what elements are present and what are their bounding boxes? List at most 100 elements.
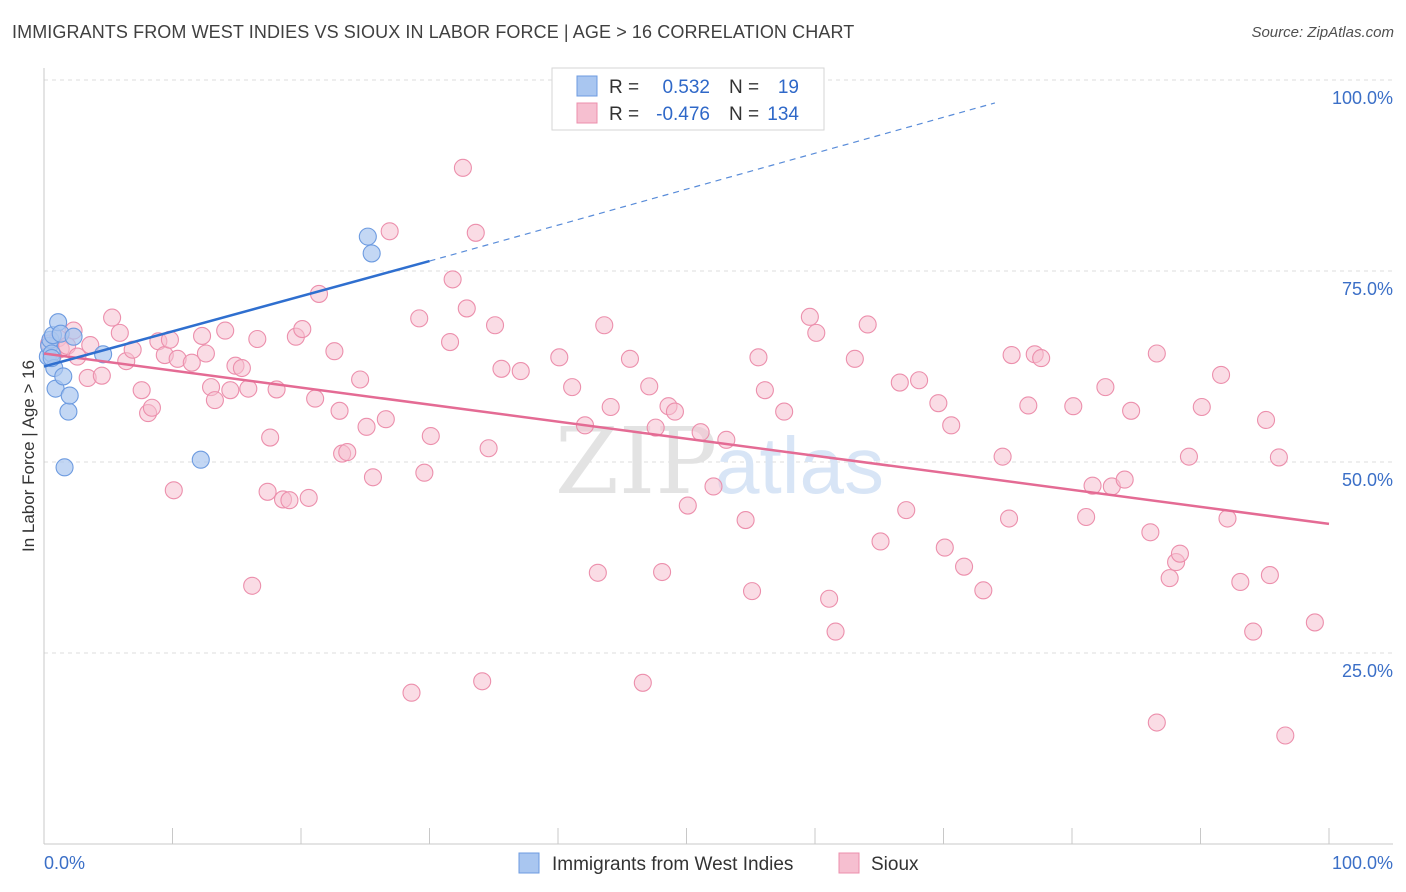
sioux-point xyxy=(653,562,672,582)
west-indies-point xyxy=(358,227,377,246)
sioux-point xyxy=(640,377,659,396)
legend-swatch-pink xyxy=(576,102,598,124)
west-indies-point xyxy=(64,327,83,346)
west-indies-point xyxy=(55,458,74,477)
sioux-point xyxy=(1170,544,1189,563)
sioux-point xyxy=(1122,401,1141,420)
sioux-point xyxy=(261,428,280,447)
sioux-point xyxy=(736,511,755,530)
sioux-point xyxy=(103,308,122,327)
west-indies-trend-line xyxy=(43,259,430,368)
sioux-point xyxy=(1256,410,1276,430)
sioux-point xyxy=(363,468,383,487)
legend-r-label-1: R = xyxy=(609,77,639,98)
sioux-point xyxy=(550,348,569,367)
sioux-point xyxy=(858,315,877,334)
sioux-point xyxy=(221,381,240,400)
sioux-point xyxy=(820,589,839,608)
sioux-point xyxy=(473,672,492,691)
sioux-point xyxy=(325,342,344,361)
sioux-point xyxy=(457,299,476,318)
sioux-point xyxy=(280,491,299,510)
sioux-point xyxy=(1305,613,1324,632)
sioux-point xyxy=(563,378,582,397)
sioux-point xyxy=(243,576,262,595)
sioux-point xyxy=(595,316,614,335)
sioux-point xyxy=(1077,507,1096,527)
sioux-point xyxy=(479,439,498,458)
y-axis-title: In Labor Force | Age > 16 xyxy=(19,360,38,552)
y-tick-label-75: 75.0% xyxy=(1342,279,1393,299)
y-tick-label-50: 50.0% xyxy=(1342,470,1393,490)
sioux-point xyxy=(453,158,472,177)
sioux-point xyxy=(1115,470,1134,489)
sioux-point xyxy=(691,423,710,442)
sioux-point xyxy=(955,557,974,576)
sioux-point xyxy=(704,477,723,496)
sioux-point xyxy=(1160,569,1179,588)
sioux-point xyxy=(410,309,429,328)
sioux-point xyxy=(633,673,652,692)
legend-r-value-1: 0.532 xyxy=(662,77,710,98)
sioux-point xyxy=(993,447,1012,466)
sioux-point xyxy=(775,402,794,421)
west-indies-trend-extension xyxy=(429,102,996,262)
sioux-point xyxy=(485,316,505,335)
bottom-legend-label-west-indies: Immigrants from West Indies xyxy=(552,854,793,875)
sioux-point xyxy=(1244,622,1263,641)
legend-n-value-1: 19 xyxy=(778,77,799,98)
sioux-point xyxy=(1231,572,1250,591)
sioux-point xyxy=(620,349,640,368)
legend-n-label-2: N = xyxy=(729,104,759,125)
y-tick-label-100: 100.0% xyxy=(1332,88,1393,108)
sioux-point xyxy=(248,329,267,349)
x-tick-label-100: 100.0% xyxy=(1332,853,1393,873)
sioux-point xyxy=(466,223,485,242)
sioux-point xyxy=(1019,396,1038,415)
sioux-point xyxy=(376,410,395,429)
sioux-point xyxy=(258,482,277,501)
sioux-point xyxy=(755,381,774,400)
sioux-point xyxy=(646,418,665,437)
bottom-legend: Immigrants from West Indies Sioux xyxy=(518,852,919,875)
legend-n-value-2: 134 xyxy=(767,104,799,125)
sioux-point xyxy=(306,389,325,408)
sioux-point xyxy=(1218,509,1237,528)
chart-title: IMMIGRANTS FROM WEST INDIES VS SIOUX IN … xyxy=(12,22,855,42)
sioux-point xyxy=(845,349,864,368)
sioux-point xyxy=(232,358,251,378)
sioux-point xyxy=(443,270,462,289)
sioux-point xyxy=(1083,476,1102,495)
sioux-point xyxy=(1141,523,1160,542)
x-tick-label-0: 0.0% xyxy=(44,853,85,873)
sioux-point xyxy=(678,496,697,515)
sioux-point xyxy=(1212,365,1231,384)
sioux-point xyxy=(330,401,349,420)
sioux-point xyxy=(1276,726,1295,745)
sioux-point xyxy=(890,373,909,392)
sioux-point xyxy=(807,323,826,342)
sioux-point xyxy=(1192,397,1211,417)
sioux-point xyxy=(132,381,151,400)
sioux-point xyxy=(338,443,357,462)
sioux-point xyxy=(299,488,318,507)
sioux-point xyxy=(492,359,511,378)
x-ticks xyxy=(172,828,1330,844)
west-indies-point xyxy=(191,450,210,469)
sioux-point xyxy=(415,463,434,482)
y-tick-labels: 25.0% 50.0% 75.0% 100.0% xyxy=(1332,88,1393,681)
sioux-point xyxy=(1260,566,1279,585)
sioux-point xyxy=(665,402,684,421)
sioux-point xyxy=(216,321,235,340)
sioux-point xyxy=(800,307,819,326)
sioux-point xyxy=(511,362,530,381)
y-tick-label-25: 25.0% xyxy=(1342,661,1393,681)
sioux-point xyxy=(1002,345,1021,365)
sioux-trend-line xyxy=(43,352,1330,526)
sioux-point xyxy=(205,391,224,410)
legend-n-label-1: N = xyxy=(729,77,759,98)
legend-r-value-2: -0.476 xyxy=(656,104,710,125)
legend-swatch-blue xyxy=(576,75,598,97)
sioux-point xyxy=(421,426,440,446)
